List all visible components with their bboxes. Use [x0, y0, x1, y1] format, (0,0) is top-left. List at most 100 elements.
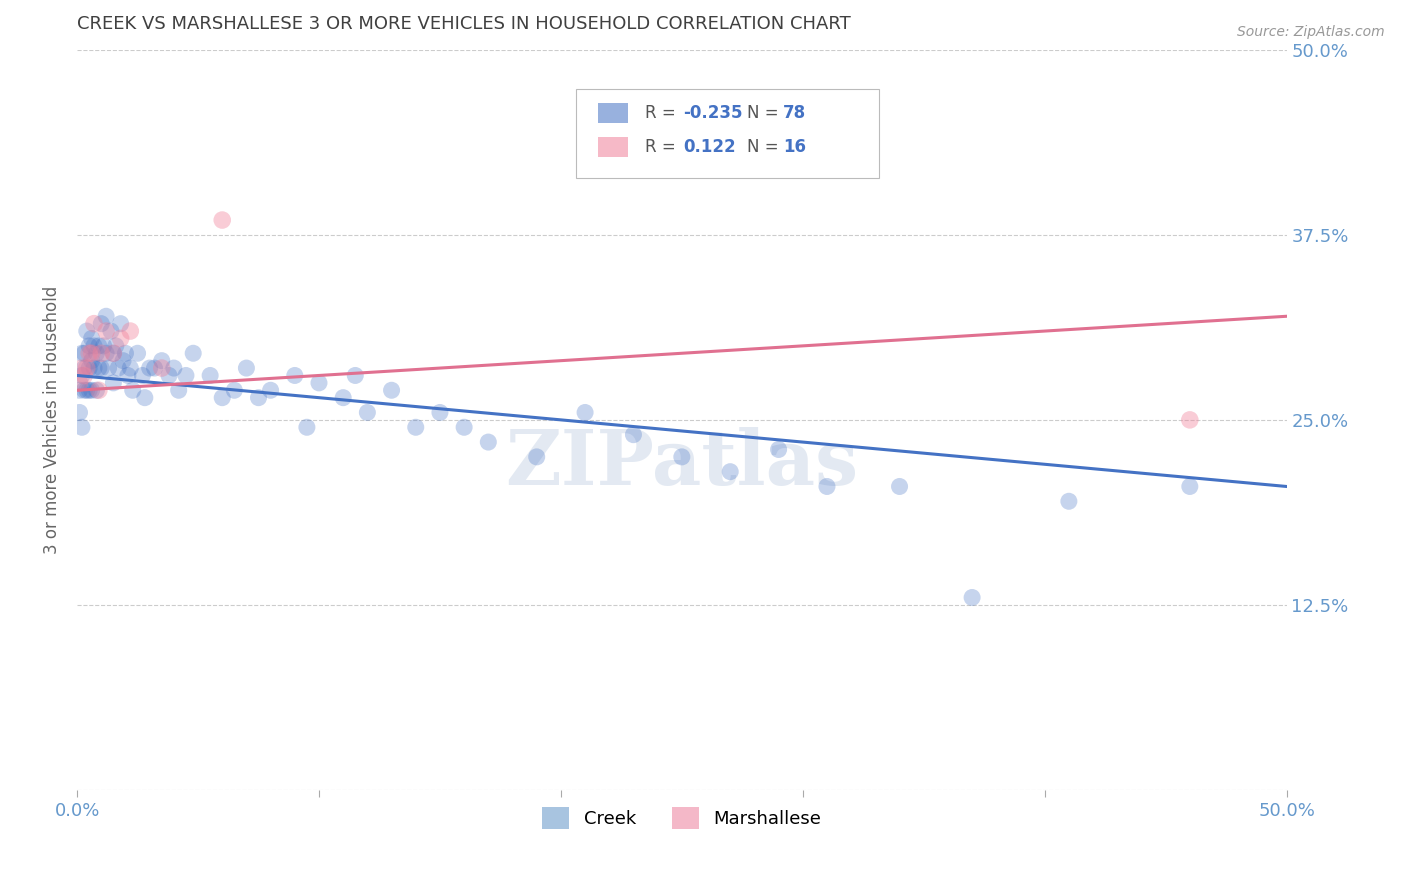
- Point: [167, 384, 190, 398]
- Point: [76, 361, 98, 376]
- Point: [94, 324, 117, 338]
- Point: [380, 384, 402, 398]
- Point: [157, 368, 180, 383]
- Point: [77, 346, 100, 360]
- Point: [1057, 494, 1080, 508]
- Point: [73, 368, 96, 383]
- Point: [960, 591, 983, 605]
- Point: [295, 420, 318, 434]
- Point: [104, 339, 127, 353]
- Point: [76, 324, 98, 338]
- Point: [90, 346, 112, 360]
- Point: [73, 361, 96, 376]
- Point: [332, 391, 354, 405]
- Point: [86, 384, 108, 398]
- Point: [80, 331, 103, 345]
- Text: R =: R =: [645, 138, 682, 156]
- Point: [768, 442, 790, 457]
- Point: [73, 346, 96, 360]
- Point: [93, 339, 115, 353]
- Point: [211, 391, 233, 405]
- Point: [83, 361, 105, 376]
- Text: N =: N =: [747, 138, 783, 156]
- Point: [76, 384, 98, 398]
- Point: [247, 391, 270, 405]
- Point: [150, 361, 173, 376]
- Point: [131, 368, 153, 383]
- Point: [90, 317, 112, 331]
- Text: R =: R =: [645, 104, 682, 122]
- Point: [718, 465, 741, 479]
- Point: [235, 361, 257, 376]
- Text: ZIPatlas: ZIPatlas: [505, 427, 859, 501]
- Point: [87, 361, 110, 376]
- Point: [198, 368, 221, 383]
- Text: 16: 16: [783, 138, 806, 156]
- Point: [143, 361, 166, 376]
- Point: [138, 361, 160, 376]
- Point: [117, 368, 139, 383]
- Point: [623, 427, 645, 442]
- Point: [526, 450, 548, 464]
- Point: [163, 361, 186, 376]
- Text: CREEK VS MARSHALLESE 3 OR MORE VEHICLES IN HOUSEHOLD CORRELATION CHART: CREEK VS MARSHALLESE 3 OR MORE VEHICLES …: [77, 15, 851, 33]
- Point: [80, 346, 103, 360]
- Point: [120, 361, 142, 376]
- Point: [103, 346, 125, 360]
- Point: [77, 361, 100, 376]
- Point: [86, 346, 108, 360]
- Point: [114, 346, 136, 360]
- Point: [83, 339, 105, 353]
- Point: [107, 361, 129, 376]
- Legend: Creek, Marshallese: Creek, Marshallese: [534, 800, 828, 837]
- Text: Source: ZipAtlas.com: Source: ZipAtlas.com: [1237, 25, 1385, 39]
- Point: [70, 368, 93, 383]
- Point: [429, 405, 451, 419]
- Text: 0.122: 0.122: [683, 138, 735, 156]
- Point: [69, 384, 91, 398]
- Point: [889, 479, 911, 493]
- Point: [120, 324, 142, 338]
- Point: [80, 384, 103, 398]
- Point: [69, 376, 91, 390]
- Point: [344, 368, 367, 383]
- Point: [150, 353, 173, 368]
- Point: [181, 346, 204, 360]
- Point: [671, 450, 693, 464]
- Point: [453, 420, 475, 434]
- Point: [110, 317, 132, 331]
- Point: [174, 368, 197, 383]
- Point: [90, 361, 112, 376]
- Point: [308, 376, 330, 390]
- Point: [97, 361, 120, 376]
- Text: 78: 78: [783, 104, 806, 122]
- Point: [87, 339, 110, 353]
- Point: [94, 310, 117, 324]
- Text: -0.235: -0.235: [683, 104, 742, 122]
- Point: [70, 361, 93, 376]
- Point: [259, 384, 281, 398]
- Y-axis label: 3 or more Vehicles in Household: 3 or more Vehicles in Household: [44, 285, 60, 554]
- Point: [356, 405, 378, 419]
- Text: N =: N =: [747, 104, 783, 122]
- Point: [70, 420, 93, 434]
- Point: [103, 376, 125, 390]
- Point: [103, 346, 125, 360]
- Point: [134, 391, 156, 405]
- Point: [112, 353, 135, 368]
- Point: [284, 368, 307, 383]
- Point: [73, 384, 96, 398]
- Point: [121, 384, 143, 398]
- Point: [574, 405, 596, 419]
- Point: [127, 346, 149, 360]
- Point: [211, 213, 233, 227]
- Point: [110, 331, 132, 345]
- Point: [1178, 479, 1201, 493]
- Point: [477, 435, 499, 450]
- Point: [77, 384, 100, 398]
- Point: [815, 479, 838, 493]
- Point: [224, 384, 246, 398]
- Point: [80, 353, 103, 368]
- Point: [405, 420, 427, 434]
- Point: [94, 346, 117, 360]
